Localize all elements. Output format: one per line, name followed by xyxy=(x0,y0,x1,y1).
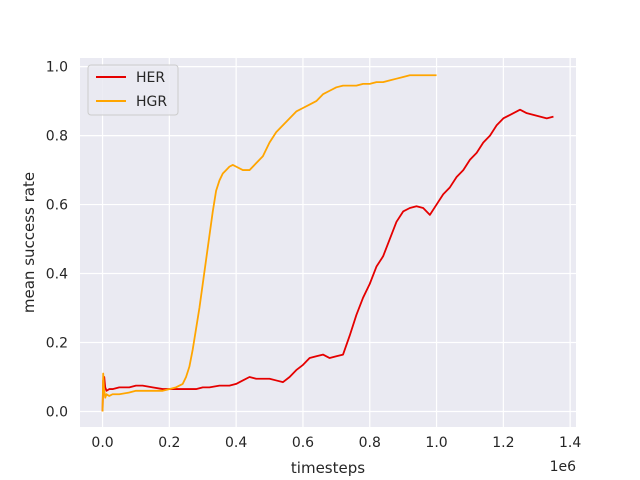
y-tick-label: 1.0 xyxy=(46,60,68,76)
y-tick-label: 0.6 xyxy=(46,198,68,214)
x-axis-offset-label: 1e6 xyxy=(550,459,577,475)
series-lines xyxy=(101,74,554,412)
y-tick-label: 0.4 xyxy=(46,267,68,283)
x-tick-label: 1.0 xyxy=(425,435,447,451)
x-axis-ticks: 0.0 0.2 0.4 0.6 0.8 1.0 1.2 1.4 xyxy=(91,435,581,451)
y-tick-label: 0.0 xyxy=(46,404,68,420)
legend: HER HGR xyxy=(87,64,179,116)
plot-area xyxy=(80,58,576,427)
x-tick-label: 1.4 xyxy=(559,435,581,451)
y-axis-label: mean success rate xyxy=(20,172,38,313)
y-tick-label: 0.2 xyxy=(46,336,68,352)
legend-label-her: HER xyxy=(136,70,165,86)
y-tick-label: 0.8 xyxy=(46,129,68,145)
x-tick-label: 0.2 xyxy=(158,435,180,451)
x-tick-label: 0.0 xyxy=(91,435,113,451)
series-line-hgr xyxy=(101,74,437,412)
legend-label-hgr: HGR xyxy=(136,94,167,110)
x-tick-label: 0.8 xyxy=(359,435,381,451)
y-axis-ticks: 0.0 0.2 0.4 0.6 0.8 1.0 xyxy=(46,60,68,421)
series-line-her xyxy=(101,108,554,412)
grid-lines xyxy=(80,58,576,427)
x-tick-label: 0.4 xyxy=(225,435,247,451)
x-tick-label: 0.6 xyxy=(292,435,314,451)
x-axis-label: timesteps xyxy=(291,459,365,477)
x-tick-label: 1.2 xyxy=(492,435,514,451)
